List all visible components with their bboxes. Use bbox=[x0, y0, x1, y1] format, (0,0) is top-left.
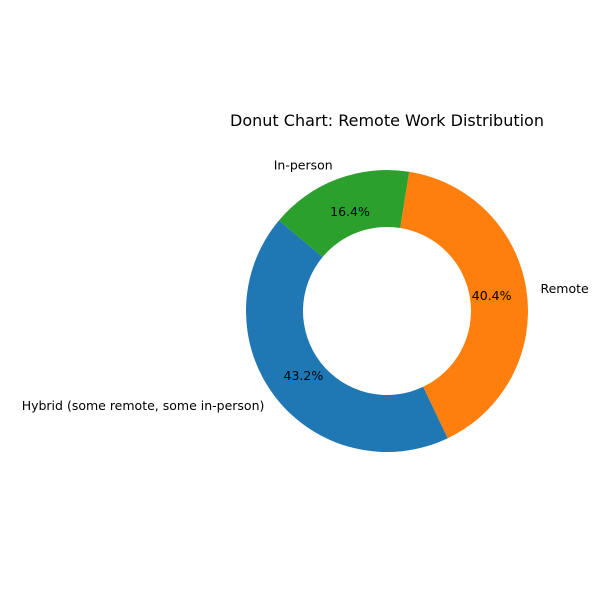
slice-in-person bbox=[278, 169, 410, 258]
chart-title: Donut Chart: Remote Work Distribution bbox=[230, 111, 544, 130]
slice-remote bbox=[400, 171, 528, 439]
slice-label-hybrid-some-remote-some-in-person: Hybrid (some remote, some in-person) bbox=[22, 398, 265, 413]
pct-label-hybrid-some-remote-some-in-person: 43.2% bbox=[284, 368, 324, 383]
pct-label-remote: 40.4% bbox=[472, 288, 512, 303]
pct-label-in-person: 16.4% bbox=[330, 204, 370, 219]
slice-label-in-person: In-person bbox=[274, 158, 333, 173]
slice-label-remote: Remote bbox=[540, 281, 589, 296]
slice-hybrid-some-remote-some-in-person bbox=[246, 220, 448, 452]
